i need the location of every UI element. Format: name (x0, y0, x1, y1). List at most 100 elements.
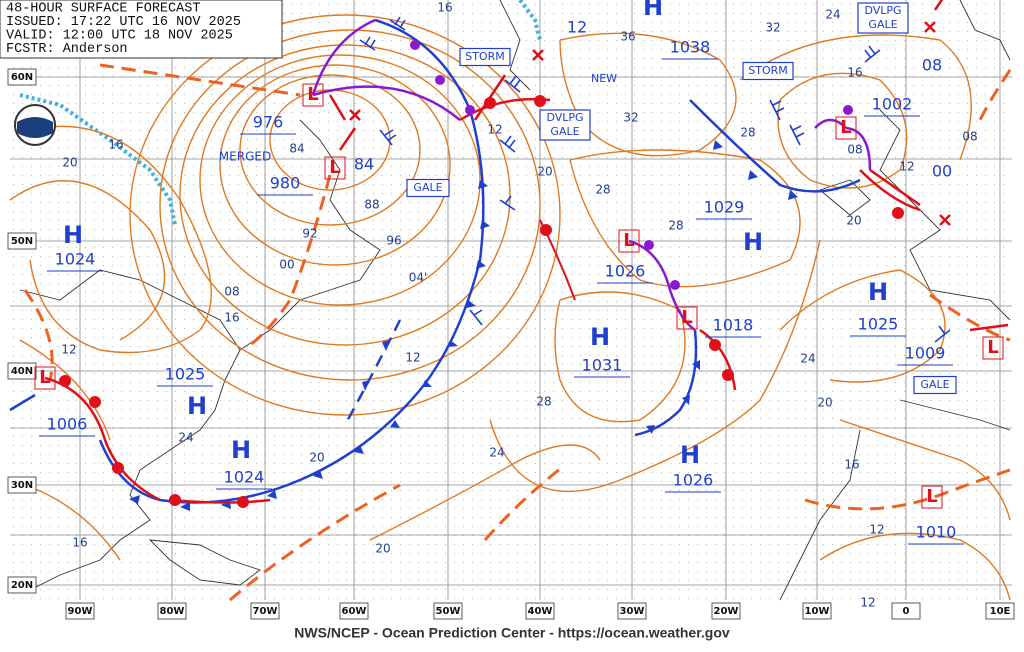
latitude-label: 20N (11, 580, 33, 591)
low-symbol-box (324, 156, 346, 180)
isobar-label: 28 (595, 183, 610, 197)
warning-box (913, 375, 957, 395)
wind-barbs (359, 16, 951, 343)
isobar-label: 12 (869, 523, 884, 537)
longitude-label-box (339, 602, 369, 620)
low-symbol: L (307, 84, 318, 105)
central-pressure: 1029 (704, 198, 745, 217)
center-note: 12 (567, 18, 587, 37)
longitude-label: 30W (620, 606, 645, 617)
longitude-label-box (711, 602, 741, 620)
isobar-label: 24 (800, 352, 815, 366)
isobar-label: 00 (279, 258, 294, 272)
low-symbol-box (835, 116, 857, 140)
ice-edge (19, 0, 542, 226)
isobar-label: 24 (178, 431, 193, 445)
isobar-label: 16 (844, 458, 859, 472)
latitude-label-box (7, 362, 37, 380)
high-symbol: H (231, 436, 251, 464)
central-pressure: 1006 (47, 415, 88, 434)
latitude-label: 60N (11, 72, 33, 83)
isobar-label: 36 (620, 30, 635, 44)
low-symbol-box (618, 229, 640, 253)
longitude-label-box (617, 602, 647, 620)
longitude-label: 40W (528, 606, 553, 617)
isobar-label: 16 (224, 311, 239, 325)
isobar-label: 20 (846, 214, 861, 228)
central-pressure: 1010 (916, 523, 957, 542)
low-symbol-box (676, 306, 698, 330)
warning-box (742, 61, 794, 81)
low-symbol: L (926, 486, 937, 507)
low-symbol: L (840, 117, 851, 138)
isobar-label: 20 (375, 542, 390, 556)
isobar-label: 16 (108, 138, 123, 152)
central-pressure: 1002 (872, 95, 913, 114)
central-pressure: 1025 (165, 365, 206, 384)
longitude-label-box (250, 602, 280, 620)
isobar-label: 32 (623, 111, 638, 125)
longitude-label-box (985, 602, 1015, 620)
high-symbol: H (187, 392, 207, 420)
longitude-label-box (433, 602, 463, 620)
center-note: 00 (932, 162, 952, 181)
central-pressure: 1009 (905, 344, 946, 363)
warm-fronts (44, 95, 921, 508)
warning-label: STORM (748, 64, 788, 77)
low-symbol: L (329, 157, 340, 178)
isobar-label: 84 (289, 142, 304, 156)
header-line: ISSUED: 17:22 UTC 16 NOV 2025 (6, 15, 241, 30)
low-symbol: L (623, 230, 634, 251)
latitude-label: 50N (11, 236, 33, 247)
center-note: 84 (354, 155, 374, 174)
low-symbol-box (921, 485, 943, 509)
central-pressure: 1025 (858, 315, 899, 334)
low-symbol-box (302, 83, 324, 107)
central-pressure: 1026 (605, 262, 646, 281)
central-pressure: 1038 (670, 38, 711, 57)
isobar-label: 08 (962, 130, 977, 144)
latitude-label-box (7, 576, 37, 594)
center-note: MERGED (219, 150, 271, 164)
isobar-label: 92 (302, 227, 317, 241)
warning-box (406, 178, 450, 198)
isobar-label: 20 (309, 451, 324, 465)
central-pressure: 976 (253, 113, 284, 132)
high-symbol: H (680, 441, 700, 469)
header-line: VALID: 12:00 UTC 18 NOV 2025 (6, 29, 233, 44)
isobar-label: 88 (364, 198, 379, 212)
footer-credit: NWS/NCEP - Ocean Prediction Center - htt… (294, 625, 730, 641)
troughs (23, 63, 1012, 602)
central-pressure: 980 (270, 174, 301, 193)
longitude-label: 50W (436, 606, 461, 617)
isobar-label: 16 (437, 1, 452, 15)
isobar-label: 32 (765, 21, 780, 35)
center-note: NEW (591, 72, 617, 85)
low-symbol: L (681, 307, 692, 328)
central-pressure: 1018 (713, 316, 754, 335)
longitude-label: 70W (253, 606, 278, 617)
map-labels: 60N 50N 40N 30N 20N 90W 80W 70W 60W 50W 40W 30W 20W 1… (7, 0, 1015, 620)
storm-tracks (328, 0, 1009, 332)
longitude-label-box (802, 602, 832, 620)
isobar-label: 24 (825, 8, 840, 22)
warning-word: GALE (868, 18, 897, 31)
longitude-label: 80W (160, 606, 185, 617)
center-note: 08 (922, 56, 942, 75)
warning-box (539, 109, 591, 141)
warning-box (459, 47, 511, 67)
isobar-label: 08 (847, 143, 862, 157)
warning-word: GALE (550, 125, 579, 138)
latitude-label: 40N (11, 366, 33, 377)
warning-label: GALE (413, 181, 442, 194)
warning-label: DVLPG GALE (546, 111, 583, 138)
isobar-label: 20 (817, 396, 832, 410)
header-line: FCSTR: Anderson (6, 42, 128, 57)
warning-word: DVLPG (864, 4, 901, 17)
isobar-label: 28 (668, 219, 683, 233)
high-symbol: H (63, 221, 83, 249)
warning-label: DVLPG GALE (864, 4, 901, 31)
longitude-label-box (157, 602, 187, 620)
longitude-label-box (891, 602, 921, 620)
longitude-label-box (65, 602, 95, 620)
